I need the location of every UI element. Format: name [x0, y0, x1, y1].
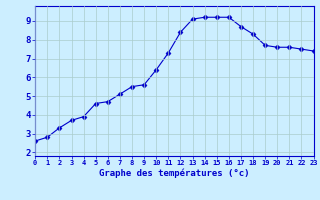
X-axis label: Graphe des températures (°c): Graphe des températures (°c): [99, 169, 250, 178]
